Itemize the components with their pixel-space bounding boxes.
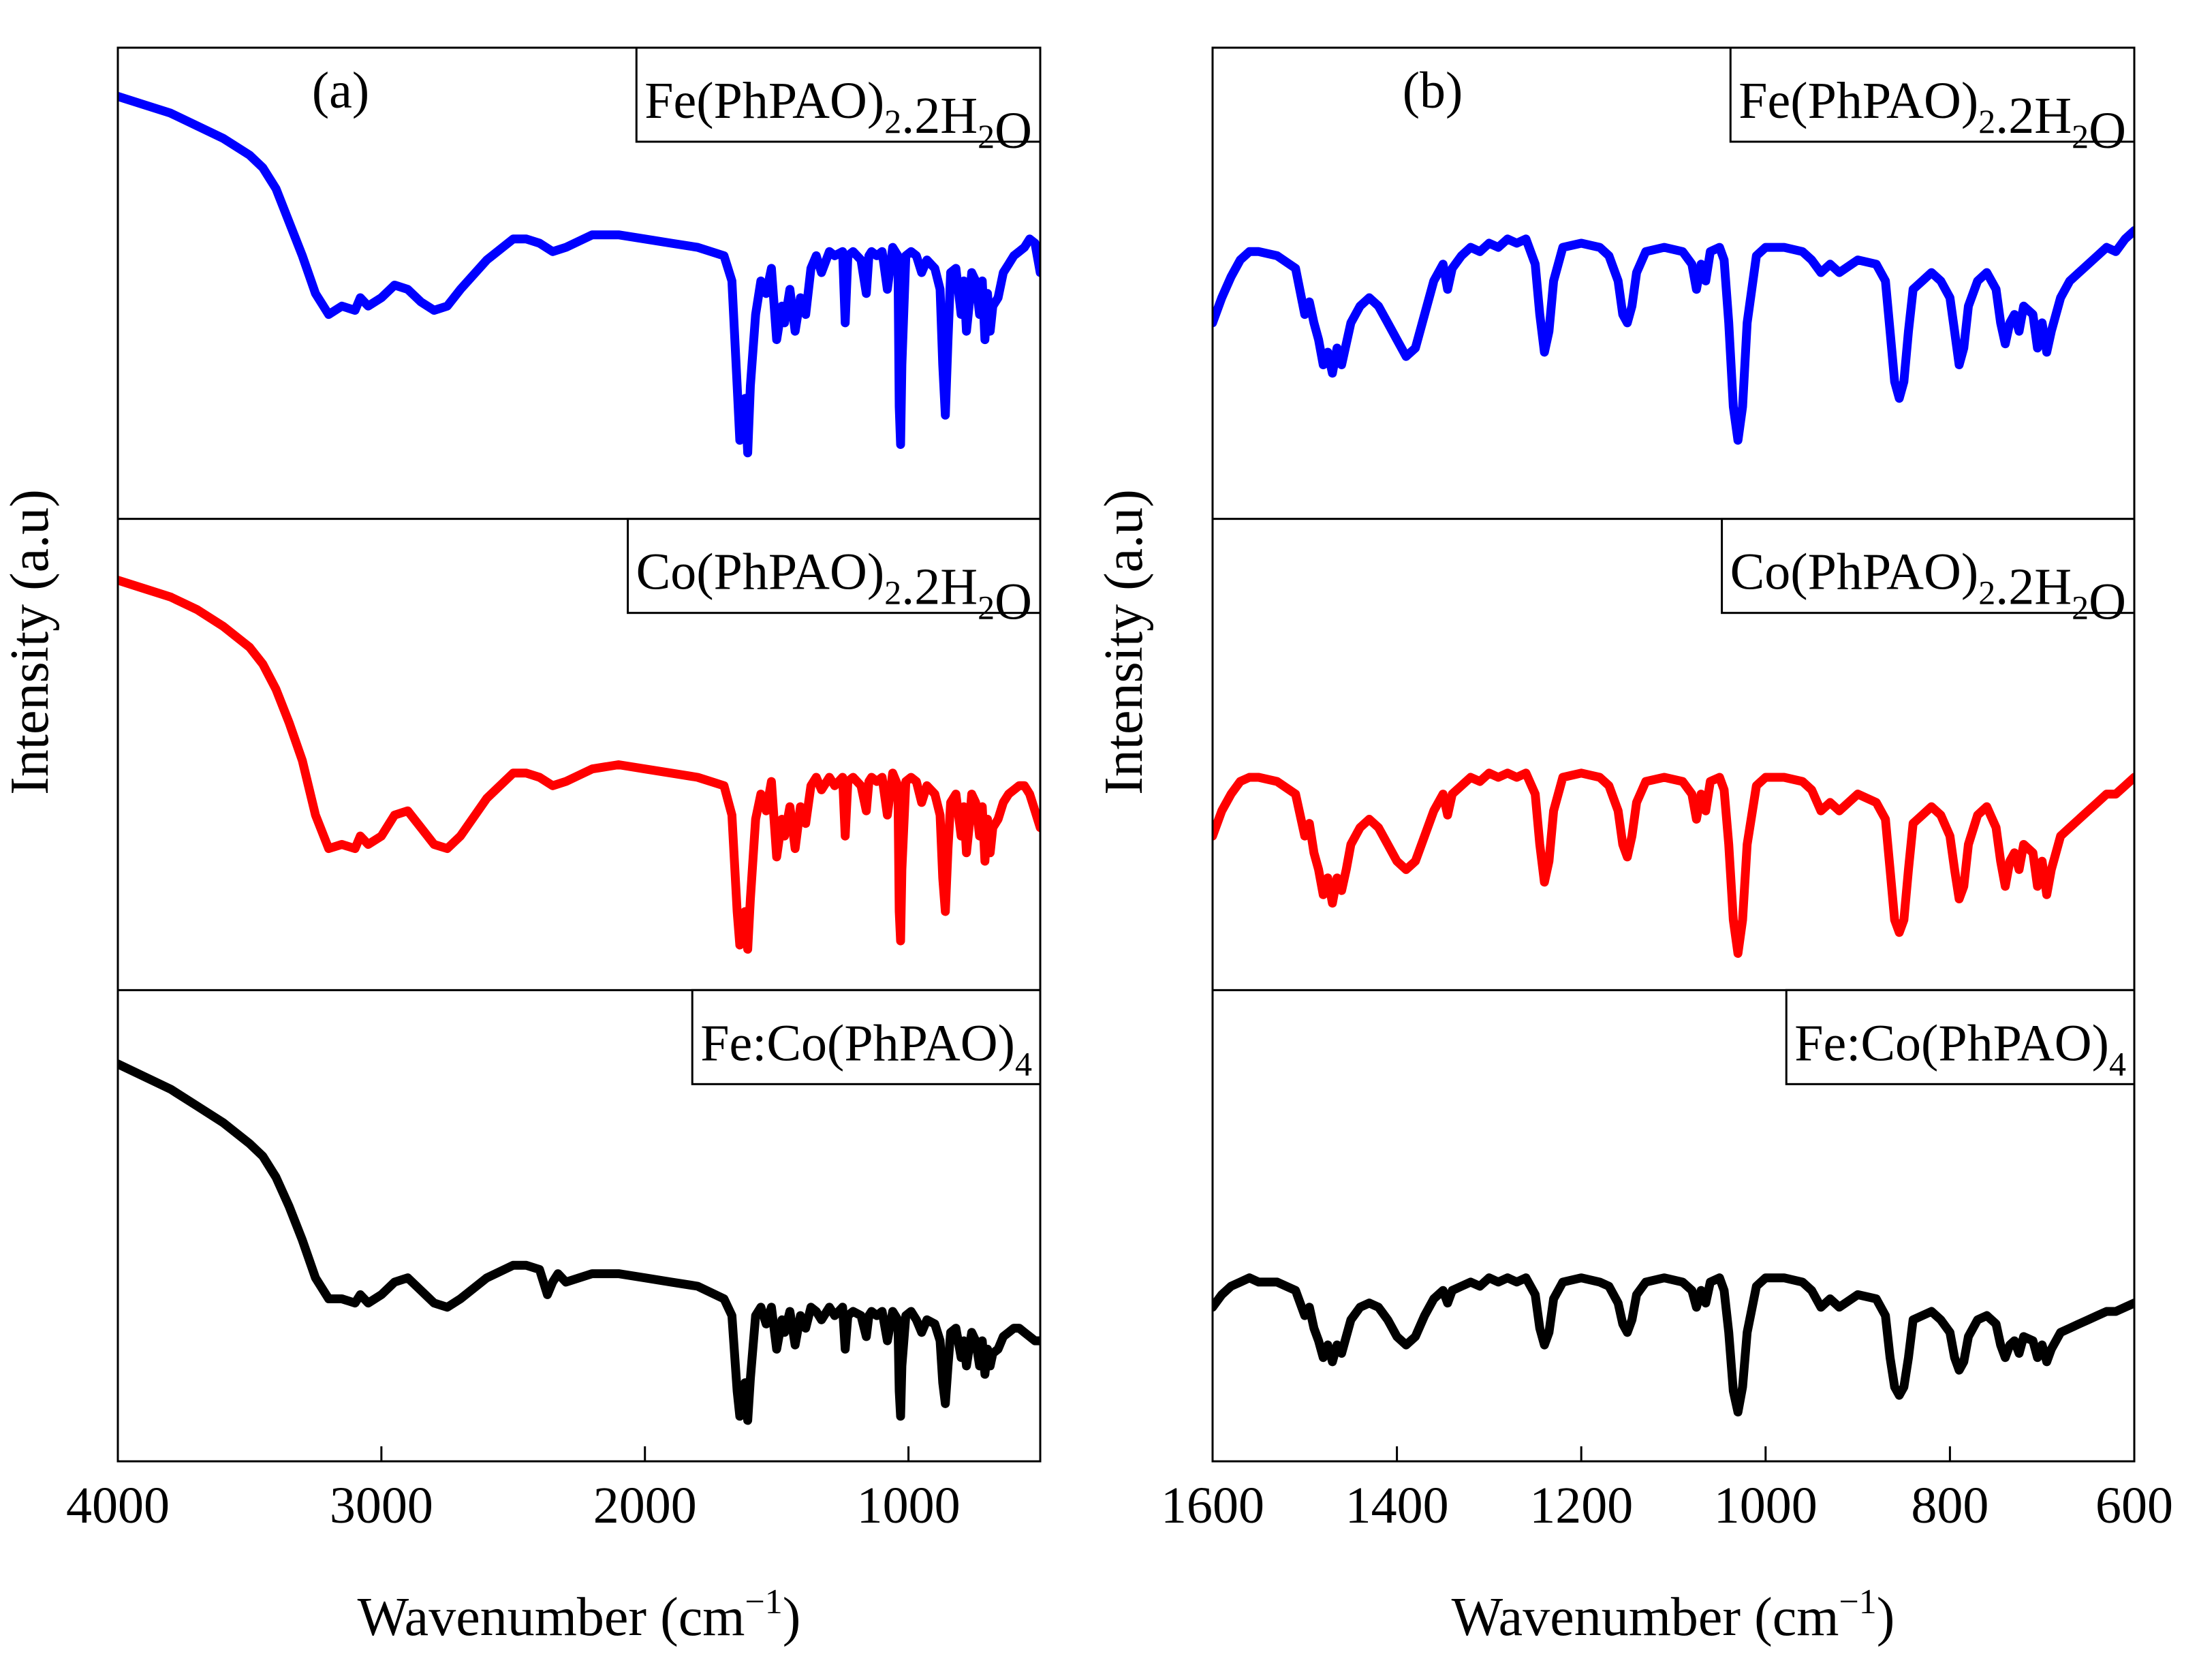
legend-label: Fe:Co(PhPAO)4 [700,1014,1032,1083]
x-tick-label: 800 [1911,1477,1989,1534]
series-line-fe-phpao-2-2h2o [1213,226,2134,445]
legend-box: Fe(PhPAO)2.2H2O [635,46,1042,159]
x-tick-label: 600 [2095,1477,2173,1534]
series-line-co-phpao-2-2h2o [1213,768,2134,958]
legend-label: Fe:Co(PhPAO)4 [1794,1014,2126,1083]
y-axis-title: Intensity (a.u) [1094,489,1154,795]
panel-label: (b) [1403,62,1463,119]
panel-b: Fe(PhPAO)2.2H2O Co(PhPAO)2.2H2O Fe:Co(PhPA… [1094,46,2173,1647]
x-tick-label: 2000 [593,1477,697,1534]
y-axis-title: Intensity (a.u) [0,489,60,795]
x-tick-label: 1400 [1345,1477,1449,1534]
legend-box: Co(PhPAO)2.2H2O [627,518,1042,631]
x-tick-label: 3000 [330,1477,433,1534]
x-tick-label: 1000 [1714,1477,1818,1534]
legend-label: Co(PhPAO)2.2H2O [1730,544,2126,631]
series-line-fe-co-phpao-4 [118,1059,1040,1425]
series-line-fe-co-phpao-4 [1213,1273,2134,1417]
legend-box: Co(PhPAO)2.2H2O [1721,518,2136,631]
plot-frame [1211,46,2136,1463]
legend-box: Fe(PhPAO)2.2H2O [1729,46,2136,159]
legend-label: Co(PhPAO)2.2H2O [636,544,1032,631]
panel-a: Fe(PhPAO)2.2H2O Co(PhPAO)2.2H2O Fe:Co(PhPA… [0,46,1042,1647]
legend-box: Fe:Co(PhPAO)4 [691,989,1042,1085]
x-tick-label: 1000 [857,1477,961,1534]
legend-label: Fe(PhPAO)2.2H2O [1738,72,2126,159]
x-tick-label: 4000 [66,1477,170,1534]
x-axis-title: Wavenumber (cm−1) [1452,1583,1895,1647]
legend-label: Fe(PhPAO)2.2H2O [644,72,1032,159]
legend-box: Fe:Co(PhPAO)4 [1785,989,2136,1085]
series-line-co-phpao-2-2h2o [118,576,1040,954]
panel-label: (a) [312,62,369,119]
x-axis-title: Wavenumber (cm−1) [358,1583,801,1647]
plot-frame [116,46,1042,1463]
x-tick-label: 1200 [1529,1477,1633,1534]
x-tick-label: 1600 [1161,1477,1264,1534]
series-line-fe-phpao-2-2h2o [118,92,1040,458]
